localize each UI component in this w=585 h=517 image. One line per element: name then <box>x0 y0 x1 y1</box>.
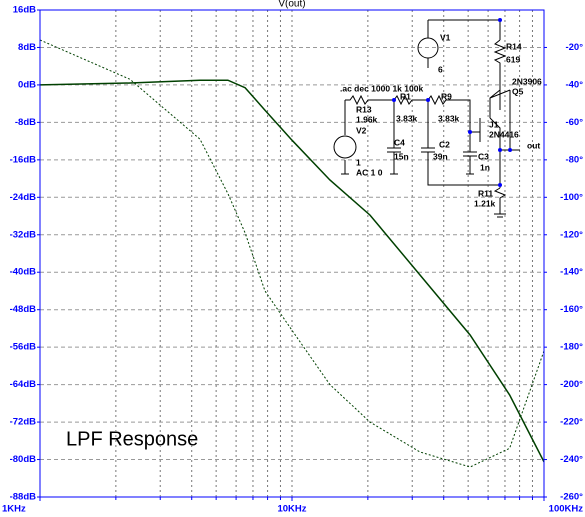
label: C4 <box>394 137 405 147</box>
y-tick-label: -48dB <box>10 304 37 315</box>
y2-tick-label: -60° <box>565 117 583 128</box>
y-tick-label: 16dB <box>13 5 36 16</box>
y2-tick-label: -120° <box>560 229 583 240</box>
y2-tick-label: -40° <box>565 79 583 90</box>
y2-tick-label: -220° <box>560 417 583 428</box>
y-tick-label: -64dB <box>10 379 37 390</box>
y-tick-label: -80dB <box>10 454 37 465</box>
y2-tick-label: -160° <box>560 304 583 315</box>
y2-tick-label: -260° <box>560 492 583 503</box>
label: 39n <box>433 151 448 161</box>
y2-tick-label: -20° <box>565 42 583 53</box>
label: 2N3906 <box>512 76 542 86</box>
label: AC 1 0 <box>356 167 383 177</box>
label: V2 <box>356 125 367 135</box>
label: out <box>527 140 540 150</box>
plot-frame <box>39 9 545 498</box>
label: 1n <box>480 162 490 172</box>
label: 15n <box>394 151 409 161</box>
y2-tick-label: -140° <box>560 267 583 278</box>
label: R11 <box>478 188 493 198</box>
label: 3.83k <box>396 113 418 123</box>
annotation: LPF Response <box>66 428 198 450</box>
y2-tick-label: -200° <box>560 379 583 390</box>
x-tick-label: 10KHz <box>277 504 306 515</box>
schematic: V1 6 R14 619 2N3906 Q5 .ac dec 1000 1k 1… <box>333 18 542 218</box>
x-tick-label: 1KHz <box>2 504 26 515</box>
y-tick-label: -16dB <box>10 154 37 165</box>
x-tick-label: 100KHz <box>549 504 584 515</box>
label: R14 <box>506 41 522 51</box>
chart-title: V(out) <box>278 0 305 10</box>
magnitude-line <box>39 79 545 463</box>
label: 619 <box>506 54 520 64</box>
label: V1 <box>440 32 451 42</box>
label: J1 <box>489 119 499 129</box>
label: 2N4416 <box>489 129 519 139</box>
y-tick-label: -56dB <box>10 342 37 353</box>
y-tick-label: 0dB <box>18 79 36 90</box>
y-tick-label: 8dB <box>18 42 36 53</box>
label: 6 <box>438 64 443 74</box>
y-tick-label: -88dB <box>10 492 37 503</box>
y-tick-label: -32dB <box>10 229 37 240</box>
label: .ac dec 1000 1k 100k <box>340 83 423 93</box>
y2-tick-label: -80° <box>565 154 583 165</box>
y2-tick-label: -100° <box>560 192 583 203</box>
y2-tick-label: -240° <box>560 454 583 465</box>
label: 1.21k <box>474 198 496 208</box>
y-tick-label: -8dB <box>15 117 36 128</box>
y2-tick-label: -180° <box>560 342 583 353</box>
label: R9 <box>441 91 452 101</box>
label: 1 <box>356 157 361 167</box>
label: R13 <box>356 104 372 114</box>
label: C2 <box>439 139 450 149</box>
phase-line <box>39 39 545 468</box>
y-tick-label: -40dB <box>10 267 37 278</box>
label: 3.83k <box>438 113 460 123</box>
y-tick-label: -24dB <box>10 192 37 203</box>
label: C3 <box>478 151 489 161</box>
label: Q5 <box>512 86 524 96</box>
label: 1.96k <box>356 114 378 124</box>
label: R1 <box>400 91 411 101</box>
y-tick-label: -72dB <box>10 417 37 428</box>
